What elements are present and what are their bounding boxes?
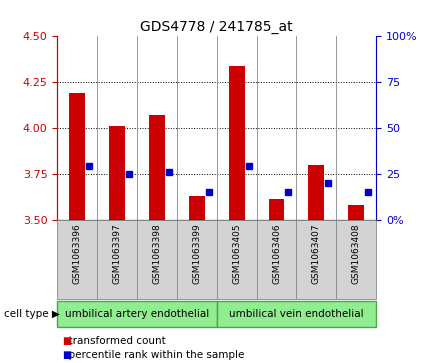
Bar [336, 220, 376, 299]
Bar [109, 126, 125, 220]
Bar [257, 220, 296, 299]
Bar [149, 115, 165, 220]
Bar [217, 301, 376, 327]
Bar [137, 220, 177, 299]
Bar [177, 220, 217, 299]
Text: GSM1063397: GSM1063397 [113, 224, 122, 284]
Bar [97, 220, 137, 299]
Text: ■: ■ [62, 350, 71, 360]
Bar [217, 220, 257, 299]
Bar [309, 165, 324, 220]
Bar [348, 205, 364, 220]
Text: cell type ▶: cell type ▶ [4, 309, 60, 319]
Text: GSM1063407: GSM1063407 [312, 224, 321, 284]
Bar [57, 301, 217, 327]
Bar [296, 220, 336, 299]
Text: percentile rank within the sample: percentile rank within the sample [62, 350, 244, 360]
Text: GSM1063396: GSM1063396 [73, 224, 82, 284]
Title: GDS4778 / 241785_at: GDS4778 / 241785_at [140, 20, 293, 34]
Text: umbilical artery endothelial: umbilical artery endothelial [65, 309, 209, 319]
Bar [189, 196, 205, 220]
Bar [69, 93, 85, 220]
Text: GSM1063406: GSM1063406 [272, 224, 281, 284]
Bar [269, 199, 284, 220]
Text: GSM1063398: GSM1063398 [153, 224, 162, 284]
Text: GSM1063399: GSM1063399 [193, 224, 201, 284]
Bar [229, 66, 245, 220]
Text: GSM1063408: GSM1063408 [352, 224, 361, 284]
Text: ■: ■ [62, 336, 71, 346]
Text: GSM1063405: GSM1063405 [232, 224, 241, 284]
Text: umbilical vein endothelial: umbilical vein endothelial [229, 309, 364, 319]
Bar [57, 220, 97, 299]
Text: transformed count: transformed count [62, 336, 165, 346]
